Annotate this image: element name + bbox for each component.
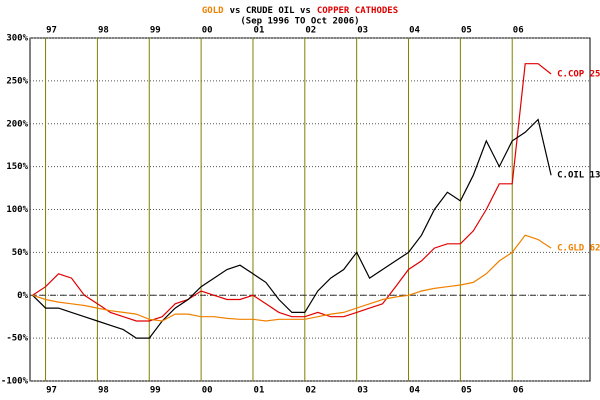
y-tick-label: 150% xyxy=(6,162,28,172)
y-tick-label: 100% xyxy=(6,205,28,215)
title-part: COPPER CATHODES xyxy=(317,6,398,16)
end-label: C.GLD 62% xyxy=(557,244,600,254)
x-tick-label: 04 xyxy=(409,26,420,36)
x-tick-label: 01 xyxy=(254,386,265,396)
series-line xyxy=(32,63,552,322)
x-tick-label: 03 xyxy=(357,386,368,396)
y-tick-label: 50% xyxy=(12,248,29,258)
x-tick-label: 06 xyxy=(513,386,524,396)
end-label: C.OIL 136% xyxy=(557,171,600,181)
x-tick-label: 06 xyxy=(513,26,524,36)
title-part: vs CRUDE OIL vs xyxy=(230,6,311,16)
title-part: GOLD xyxy=(202,6,224,16)
x-tick-label: 99 xyxy=(150,26,161,36)
series-line xyxy=(32,234,552,322)
x-tick-label: 00 xyxy=(202,386,213,396)
x-tick-label: 05 xyxy=(461,386,472,396)
series-line xyxy=(32,118,552,339)
x-tick-label: 01 xyxy=(254,26,265,36)
end-label: C.COP 256% xyxy=(557,70,600,80)
y-tick-label: -100% xyxy=(1,377,29,387)
x-tick-label: 04 xyxy=(409,386,420,396)
x-tick-label: 02 xyxy=(305,386,316,396)
x-tick-label: 97 xyxy=(46,26,57,36)
y-tick-label: -50% xyxy=(6,334,28,344)
x-tick-label: 00 xyxy=(202,26,213,36)
y-tick-label: 250% xyxy=(6,76,28,86)
chart-subtitle: (Sep 1996 TO Oct 2006) xyxy=(240,17,359,27)
x-tick-label: 98 xyxy=(98,26,109,36)
y-tick-label: 300% xyxy=(6,34,28,44)
y-tick-label: 200% xyxy=(6,119,28,129)
chart-title: GOLD vs CRUDE OIL vs COPPER CATHODES xyxy=(202,6,398,16)
x-tick-label: 05 xyxy=(461,26,472,36)
x-tick-label: 03 xyxy=(357,26,368,36)
x-tick-label: 97 xyxy=(46,386,57,396)
x-tick-label: 98 xyxy=(98,386,109,396)
x-tick-label: 02 xyxy=(305,26,316,36)
x-tick-label: 99 xyxy=(150,386,161,396)
y-tick-label: 0% xyxy=(17,291,28,301)
